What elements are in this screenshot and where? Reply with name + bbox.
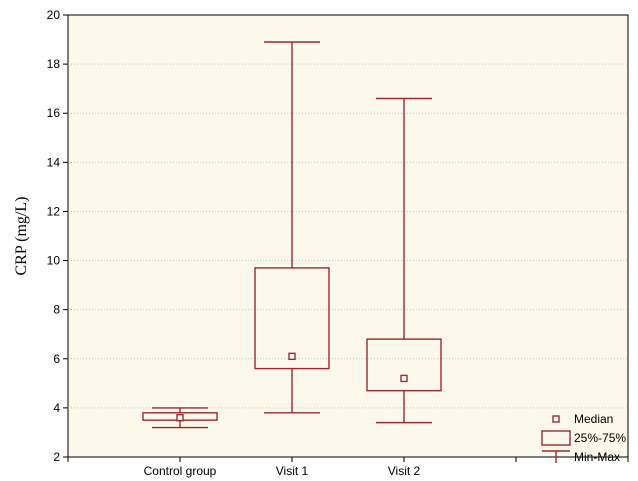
legend-median-symbol: [552, 415, 560, 423]
box-iqr: [254, 267, 330, 370]
y-tick-label: 14: [47, 155, 61, 169]
y-axis-label: CRP (mg/L): [13, 197, 30, 276]
box-plot: [366, 97, 442, 424]
y-tick-label: 12: [47, 204, 61, 218]
legend: Median 25%-75% Min-Max: [541, 412, 626, 464]
y-tick-label: 18: [47, 57, 61, 71]
legend-box-symbol: [541, 430, 571, 446]
x-tick-label: Control group: [144, 464, 217, 478]
median-marker: [176, 414, 184, 422]
y-tick-label: 10: [47, 254, 61, 268]
box-iqr: [366, 338, 442, 392]
box-plots: [142, 41, 442, 429]
legend-whisker-label: Min-Max: [574, 450, 620, 464]
median-marker: [288, 352, 296, 361]
x-tick-label: Visit 1: [276, 464, 309, 478]
grid-lines: [68, 63, 628, 409]
y-axis: 2 4 6 8 10 12 14 16 18 20: [47, 8, 68, 464]
y-tick-label: 8: [53, 303, 60, 317]
plot-background: [67, 14, 629, 458]
y-tick-label: 16: [47, 106, 61, 120]
y-tick-label: 4: [53, 401, 60, 415]
box-plot: [142, 407, 218, 429]
legend-box-label: 25%-75%: [574, 431, 626, 445]
median-marker: [400, 374, 408, 383]
legend-median-label: Median: [574, 412, 613, 426]
x-axis: Control group Visit 1 Visit 2: [67, 457, 629, 478]
y-tick-label: 20: [47, 8, 61, 22]
y-tick-label: 2: [53, 450, 60, 464]
box-plot: [254, 41, 330, 414]
y-tick-label: 6: [53, 352, 60, 366]
x-tick-label: Visit 2: [388, 464, 421, 478]
